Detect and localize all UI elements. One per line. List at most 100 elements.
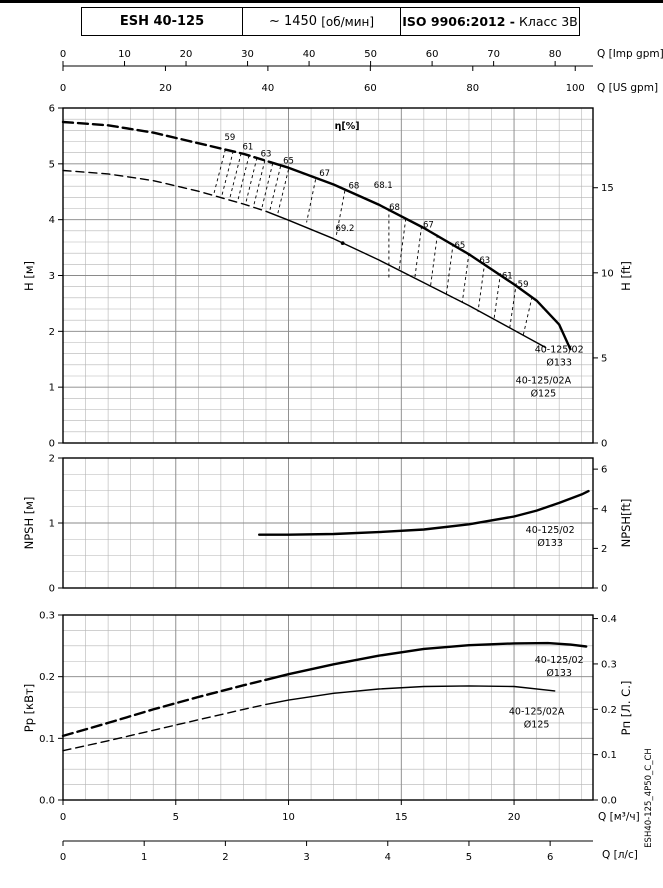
left-tick-label: 2	[49, 327, 55, 338]
right-tick-label: 0.3	[601, 659, 617, 670]
left-tick-label: 0	[49, 584, 55, 595]
efficiency-label: 61	[243, 142, 254, 152]
left-tick-label: 1	[49, 519, 55, 530]
standard-cell: ISO 9906:2012 - Класс 3В	[400, 7, 580, 36]
us-gpm-tick-label: 0	[60, 83, 66, 94]
ls-tick-label: 5	[466, 852, 472, 863]
right-tick-label: 0.0	[601, 796, 617, 807]
right-tick-label: 0	[601, 584, 607, 595]
grid-major	[63, 615, 593, 800]
iso-standard: ISO 9906:2012 -	[402, 14, 515, 29]
curve-annotation: 40-125/02A	[509, 706, 565, 717]
imp-gpm-tick-label: 50	[364, 49, 377, 60]
left-tick-label: 1	[49, 383, 55, 394]
grid-major	[63, 108, 593, 443]
right-tick-label: 15	[601, 183, 614, 194]
imp-gpm-tick-label: 80	[549, 49, 562, 60]
right-tick-label: 0	[601, 439, 607, 450]
efficiency-label: 67	[319, 169, 330, 179]
left-tick-label: 4	[49, 215, 55, 226]
m3h-tick-label: 0	[60, 812, 66, 823]
efficiency-label: 65	[455, 241, 466, 251]
curve-40-125-02-133	[269, 161, 572, 351]
curve-annotation: Ø133	[537, 538, 563, 549]
q-imp-gpm-axis-title: Q [Imp gpm]	[597, 48, 663, 60]
curve-annotation: 40-125/02	[535, 655, 584, 666]
ls-tick-label: 4	[385, 852, 391, 863]
q-m3h-axis-title: Q [м³/ч]	[598, 811, 640, 823]
ls-tick-label: 6	[547, 852, 553, 863]
efficiency-label: 61	[502, 271, 513, 281]
grid-major	[63, 458, 593, 588]
pump-model: ESH 40-125	[119, 14, 205, 29]
left-tick-label: 3	[49, 271, 55, 282]
pump-speed-cell: ~ 1450 [об/мин]	[242, 7, 401, 36]
curve-annotation: 40-125/02A	[516, 375, 572, 386]
npsh-m-axis-title: NPSH [м]	[22, 496, 36, 550]
right-tick-label: 4	[601, 504, 607, 515]
npsh-ft-axis-title: NPSH[ft]	[619, 498, 633, 548]
ls-tick-label: 2	[222, 852, 228, 863]
header-bar: ESH 40-125 ~ 1450 [об/мин] ISO 9906:2012…	[81, 7, 582, 36]
us-gpm-tick-label: 100	[566, 83, 585, 94]
imp-gpm-tick-label: 0	[60, 49, 66, 60]
ls-tick-label: 3	[303, 852, 309, 863]
curve-annotation: Ø125	[524, 719, 550, 730]
efficiency-label: 68	[389, 203, 400, 213]
left-tick-label: 0.0	[39, 796, 55, 807]
left-tick-label: 5	[49, 159, 55, 170]
imp-gpm-tick-label: 60	[426, 49, 439, 60]
us-gpm-tick-label: 40	[262, 83, 275, 94]
curve-annotation: 40-125/02	[535, 345, 584, 356]
right-tick-label: 6	[601, 465, 607, 476]
efficiency-label: 63	[479, 256, 490, 266]
efficiency-label: 68	[349, 181, 360, 191]
imp-gpm-tick-label: 40	[303, 49, 316, 60]
right-tick-label: 5	[601, 353, 607, 364]
ls-tick-label: 1	[141, 852, 147, 863]
efficiency-label: 59	[224, 133, 235, 143]
iso-class: Класс 3В	[518, 14, 578, 29]
right-tick-label: 0.1	[601, 750, 617, 761]
curve-40-125-02-133	[61, 120, 272, 164]
efficiency-axis-label: η[%]	[335, 121, 360, 132]
q-us-gpm-axis-title: Q [US gpm]	[597, 82, 659, 94]
best-efficiency-point	[340, 241, 345, 246]
left-tick-label: 6	[49, 104, 55, 115]
curve-40-125-02a-125	[62, 703, 267, 752]
imp-gpm-tick-label: 20	[180, 49, 193, 60]
right-tick-label: 0.4	[601, 614, 617, 625]
head-m-axis-title: H [м]	[22, 261, 36, 291]
us-gpm-tick-label: 20	[159, 83, 172, 94]
left-tick-label: 0.1	[39, 734, 55, 745]
left-tick-label: 0.2	[39, 672, 55, 683]
pump-speed-value: ~ 1450	[268, 14, 318, 29]
curve-40-125-02-133	[264, 641, 588, 681]
m3h-tick-label: 5	[173, 812, 179, 823]
efficiency-label: 65	[283, 156, 294, 166]
m3h-tick-label: 15	[395, 812, 408, 823]
curve-annotation: Ø133	[546, 358, 572, 369]
efficiency-label: 68.1	[374, 181, 393, 191]
right-tick-label: 2	[601, 544, 607, 555]
document-code: ESH40-125_4P50_C_CH	[644, 748, 654, 848]
us-gpm-tick-label: 60	[364, 83, 377, 94]
head-ft-axis-title: H [ft]	[619, 261, 633, 291]
left-tick-label: 0.3	[39, 611, 55, 622]
pump-speed-unit: [об/мин]	[321, 14, 375, 29]
curve-40-125-02-133	[61, 678, 268, 738]
q-ls-axis-title: Q [л/с]	[602, 849, 638, 861]
efficiency-hatch-lines	[213, 149, 533, 336]
m3h-tick-label: 20	[508, 812, 521, 823]
curve-annotation: Ø125	[531, 388, 557, 399]
imp-gpm-tick-label: 10	[118, 49, 131, 60]
best-efficiency-label: 69.2	[335, 224, 354, 234]
power-kw-axis-title: Pp [кВт]	[22, 683, 36, 733]
us-gpm-tick-label: 80	[466, 83, 479, 94]
pump-model-cell: ESH 40-125	[81, 7, 243, 36]
right-tick-label: 10	[601, 268, 614, 279]
curve-annotation: 40-125/02	[526, 525, 575, 536]
